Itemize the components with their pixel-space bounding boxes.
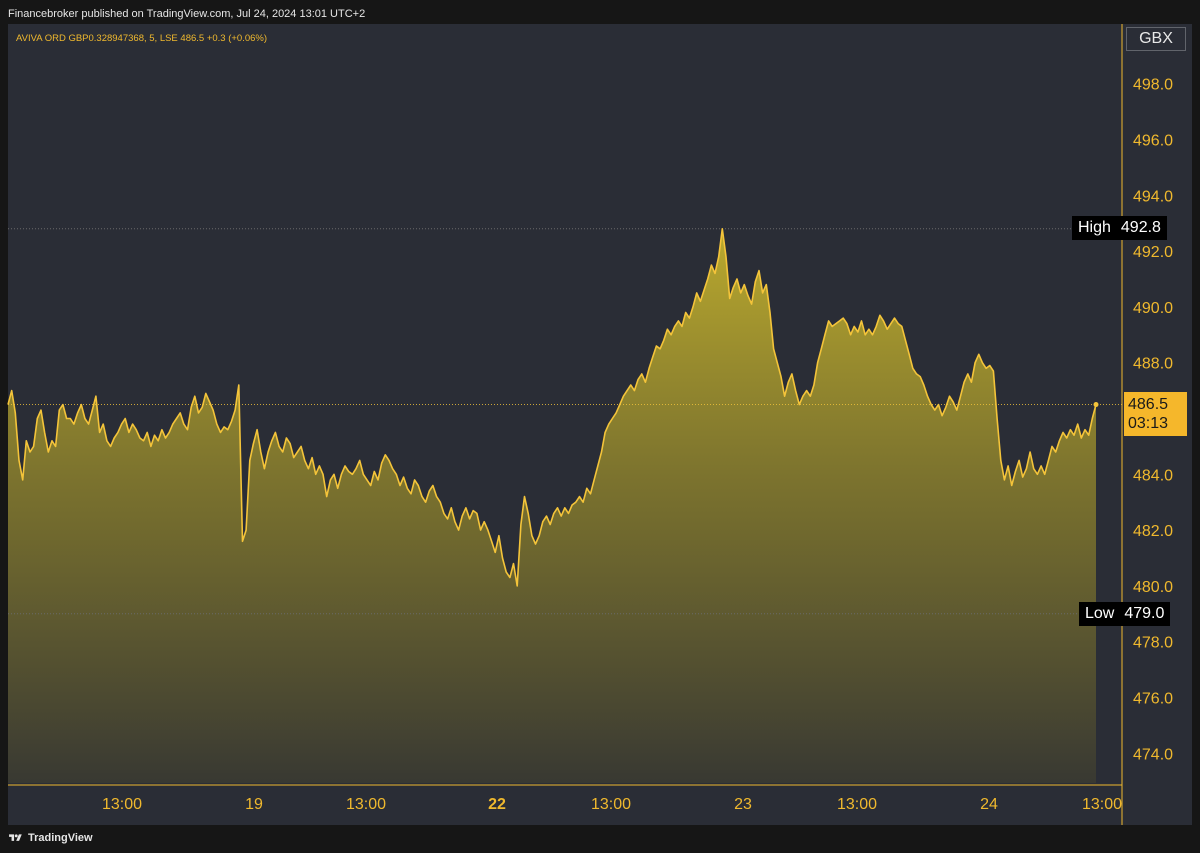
price-tick-label: 474.0 xyxy=(1133,746,1173,763)
time-tick-label: 13:00 xyxy=(346,796,386,813)
last-price-tag: 486.5 03:13 xyxy=(1124,392,1187,436)
price-tick-label: 496.0 xyxy=(1133,133,1173,150)
time-tick-label: 23 xyxy=(734,796,752,813)
countdown-timer: 03:13 xyxy=(1128,415,1169,432)
price-tick-label: 476.0 xyxy=(1133,691,1173,708)
bottom-bar xyxy=(0,825,1200,853)
price-area xyxy=(8,228,1096,784)
price-tick-label: 492.0 xyxy=(1133,244,1173,261)
currency-selector[interactable]: GBX xyxy=(1126,27,1186,51)
time-tick-label: 13:00 xyxy=(837,796,877,813)
price-tick-label: 482.0 xyxy=(1133,523,1173,540)
time-tick-label: 22 xyxy=(488,796,506,813)
time-tick-label: 24 xyxy=(980,796,998,813)
price-tick-label: 488.0 xyxy=(1133,356,1173,373)
tradingview-logo-icon xyxy=(9,834,22,841)
time-tick-label: 19 xyxy=(245,796,263,813)
price-line xyxy=(7,228,1097,587)
high-value: 492.8 xyxy=(1120,219,1161,236)
last-price-value: 486.5 xyxy=(1128,396,1169,413)
low-value: 479.0 xyxy=(1124,605,1165,622)
top-bar: Financebroker published on TradingView.c… xyxy=(0,0,1200,24)
tradingview-brand[interactable]: TradingView xyxy=(8,831,93,845)
last-price-dot xyxy=(1093,402,1099,408)
price-tick-label: 478.0 xyxy=(1133,635,1173,652)
brand-name: TradingView xyxy=(28,832,93,844)
price-tick-label: 484.0 xyxy=(1133,467,1173,484)
high-marker: High 492.8 xyxy=(1072,216,1167,240)
time-tick-label: 13:00 xyxy=(102,796,142,813)
low-marker: Low 479.0 xyxy=(1079,602,1171,626)
high-label: High xyxy=(1078,219,1111,236)
low-label: Low xyxy=(1085,605,1115,622)
price-tick-label: 494.0 xyxy=(1133,188,1173,205)
time-tick-label: 13:00 xyxy=(1082,796,1122,813)
published-info: Financebroker published on TradingView.c… xyxy=(8,8,366,20)
price-tick-label: 490.0 xyxy=(1133,300,1173,317)
symbol-legend: AVIVA ORD GBP0.328947368, 5, LSE 486.5 +… xyxy=(16,33,268,44)
price-tick-label: 498.0 xyxy=(1133,77,1173,94)
price-tick-label: 480.0 xyxy=(1133,579,1173,596)
time-tick-label: 13:00 xyxy=(591,796,631,813)
